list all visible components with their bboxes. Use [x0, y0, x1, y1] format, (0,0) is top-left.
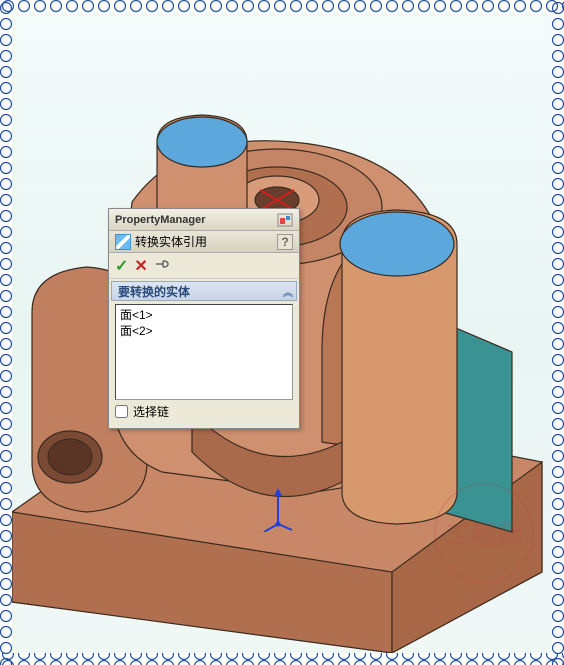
- dock-icon[interactable]: [277, 213, 293, 227]
- convert-entities-icon: [115, 234, 131, 250]
- ok-button[interactable]: ✓: [115, 256, 128, 276]
- panel-toolbar: ✓ ✕: [109, 253, 299, 279]
- entities-listbox[interactable]: 面<1> 面<2>: [115, 304, 293, 400]
- select-chain-checkbox[interactable]: [115, 405, 128, 418]
- select-chain-label: 选择链: [133, 403, 169, 420]
- cancel-button[interactable]: ✕: [134, 256, 147, 276]
- list-item[interactable]: 面<2>: [120, 323, 288, 339]
- collapse-chevrons-icon: ︽: [283, 284, 290, 299]
- feature-section-label: 转换实体引用: [135, 233, 207, 250]
- panel-title: PropertyManager: [115, 214, 205, 226]
- select-chain-row[interactable]: 选择链: [115, 403, 293, 420]
- entities-group-label: 要转换的实体: [118, 283, 190, 300]
- help-icon[interactable]: ?: [277, 234, 293, 250]
- viewport-3d[interactable]: 工程师 PropertyManager 转换实体引用 ? ✓ ✕ 要转换的实体 …: [12, 12, 552, 653]
- origin-triad: [260, 488, 296, 532]
- titlebar-icons: [277, 213, 293, 227]
- feature-section-header: 转换实体引用 ?: [109, 231, 299, 253]
- list-item[interactable]: 面<1>: [120, 307, 288, 323]
- pin-button[interactable]: [154, 257, 170, 274]
- property-manager-panel: PropertyManager 转换实体引用 ? ✓ ✕ 要转换的实体 ︽ 面<…: [108, 208, 300, 429]
- entities-group-header[interactable]: 要转换的实体 ︽: [111, 281, 297, 301]
- panel-titlebar[interactable]: PropertyManager: [109, 209, 299, 231]
